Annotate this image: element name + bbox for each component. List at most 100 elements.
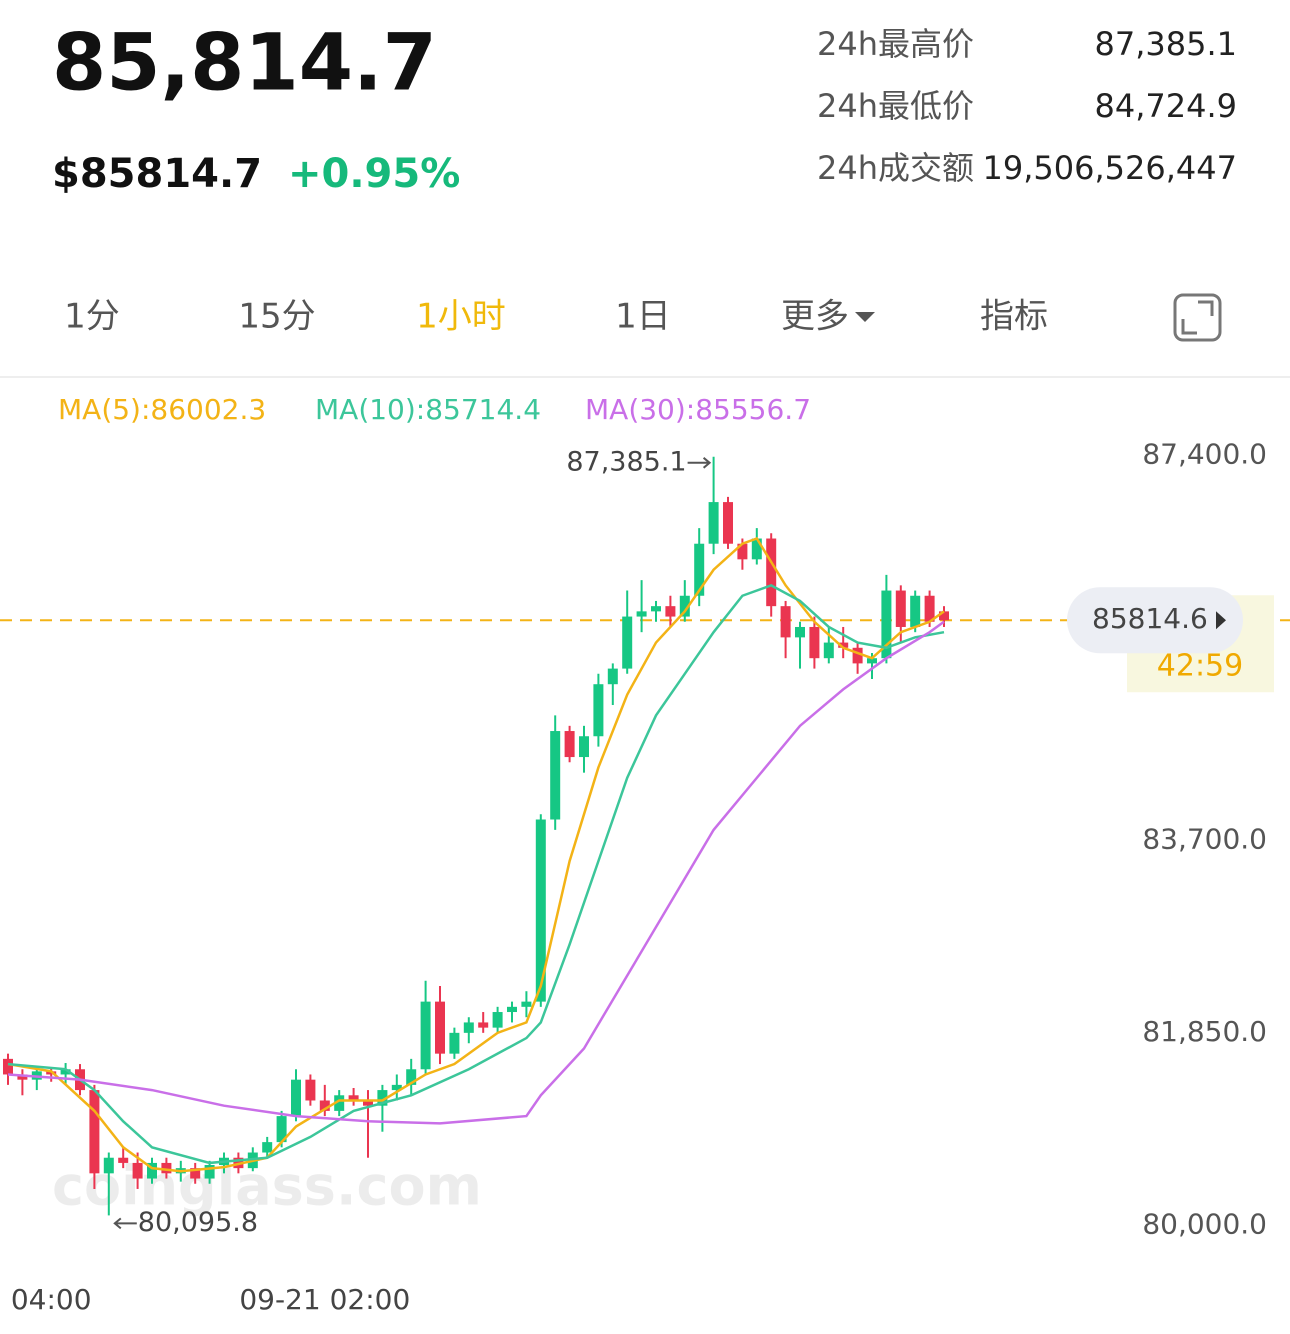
candle-body	[593, 684, 604, 737]
candle-body	[478, 1022, 489, 1028]
ma-line	[7, 583, 945, 1165]
candle-body	[521, 1001, 532, 1007]
candle-body	[118, 1157, 129, 1163]
candle-body	[881, 590, 892, 659]
candle-body	[391, 1084, 402, 1091]
tab[interactable]: 1分	[64, 297, 120, 337]
tab[interactable]: 1小时	[416, 297, 506, 337]
stat-label: 24h最低价	[817, 87, 974, 125]
ma-legend: MA(30):85556.7	[585, 393, 811, 426]
price-tag-arrow	[1216, 611, 1226, 630]
price-tag-label: 85814.6	[1092, 602, 1208, 635]
candle-body	[895, 590, 906, 627]
candle-body	[132, 1162, 143, 1179]
countdown: 42:59	[1157, 649, 1243, 684]
y-tick-label: 81,850.0	[1142, 1015, 1267, 1048]
candle-body	[579, 736, 589, 758]
candle-body	[319, 1100, 330, 1111]
candle-body	[867, 658, 877, 664]
candle-body	[939, 611, 949, 621]
y-tick-label: 80,000.0	[1142, 1207, 1267, 1240]
candle-body	[291, 1079, 301, 1117]
candle-body	[334, 1095, 345, 1111]
ma-line	[7, 620, 945, 1125]
ma-line	[7, 536, 945, 1173]
stat-label: 24h成交额	[817, 149, 974, 187]
change: +0.95%	[288, 151, 460, 197]
candle-body	[449, 1032, 460, 1054]
candle-body	[622, 616, 633, 669]
candle-body	[852, 647, 863, 664]
candle-body	[420, 1001, 431, 1070]
tab[interactable]: 15分	[238, 297, 315, 337]
candle-body	[550, 731, 561, 820]
fullscreen-icon[interactable]	[1173, 293, 1222, 342]
stat-value: 87,385.1	[1095, 25, 1238, 63]
tab[interactable]: 指标	[980, 297, 1048, 337]
candle-body	[838, 642, 849, 648]
tab[interactable]: 1日	[615, 297, 671, 337]
candle-body	[535, 819, 546, 1002]
candle-body	[348, 1095, 359, 1101]
candle-body	[737, 543, 748, 560]
candle-body	[204, 1165, 215, 1179]
candle-body	[507, 1006, 517, 1013]
candle-body	[89, 1090, 100, 1174]
y-tick-label: 87,400.0	[1142, 437, 1267, 470]
candle-body	[607, 668, 618, 685]
tabs: 1分 15分 1小时 1日 更多 指标	[64, 297, 1048, 337]
candle-body	[161, 1162, 172, 1174]
candle-body	[809, 626, 820, 659]
stat-value: 84,724.9	[1095, 87, 1238, 125]
candle-body	[3, 1058, 13, 1075]
x-tick-label: 04:00	[11, 1283, 92, 1316]
candle-body	[492, 1012, 503, 1028]
candle-body	[276, 1116, 287, 1143]
ma-legend: MA(10):85714.4	[315, 393, 541, 426]
candle-body	[924, 595, 935, 622]
candle-body	[795, 626, 805, 638]
candle-body	[780, 606, 791, 638]
x-tick-label: 09-21 02:00	[239, 1283, 410, 1316]
candle-body	[435, 1001, 445, 1054]
low-arrow	[113, 1217, 137, 1230]
candle-body	[363, 1100, 373, 1106]
candle-body	[751, 538, 762, 560]
tab[interactable]: 更多	[781, 297, 849, 337]
candle-body	[103, 1157, 114, 1174]
candle-body	[60, 1069, 71, 1075]
high-label: 87,385.1	[566, 446, 686, 477]
candle-body	[190, 1168, 201, 1179]
candle-body	[766, 538, 777, 607]
candle-body	[262, 1142, 273, 1153]
low-label: 80,095.8	[138, 1207, 258, 1238]
stats: 24h最高价 87,385.1 24h最低价 84,724.9 24h成交额 19,506…	[817, 25, 1237, 187]
plot: coinglass.com 80,000.0 81,850.0 83,700.0 87,…	[0, 393, 1290, 1316]
candle-body	[708, 502, 719, 544]
candle-body	[305, 1079, 316, 1101]
price: 85,814.7	[52, 18, 437, 108]
stat-label: 24h最高价	[817, 25, 974, 63]
candle-body	[377, 1090, 388, 1106]
dropdown-arrow[interactable]	[855, 312, 875, 322]
usd-price: $85814.7	[52, 151, 262, 197]
candle-body	[723, 502, 733, 544]
price-tag[interactable]	[1067, 587, 1243, 654]
candle-body	[147, 1162, 157, 1179]
ma-legend: MA(5):86002.3	[58, 393, 266, 426]
candle-body	[651, 606, 661, 612]
y-tick-label: 83,700.0	[1142, 822, 1267, 855]
watermark: coinglass.com	[52, 1155, 482, 1218]
candle-body	[406, 1069, 417, 1085]
high-arrow	[687, 457, 712, 469]
candle-body	[665, 606, 676, 617]
candle-body	[910, 595, 921, 627]
candle-body	[679, 595, 690, 617]
stat-value: 19,506,526,447	[983, 149, 1237, 187]
candle-body	[694, 543, 705, 596]
candle-body	[636, 611, 647, 617]
candle-body	[823, 642, 834, 659]
candle-body	[463, 1022, 474, 1033]
